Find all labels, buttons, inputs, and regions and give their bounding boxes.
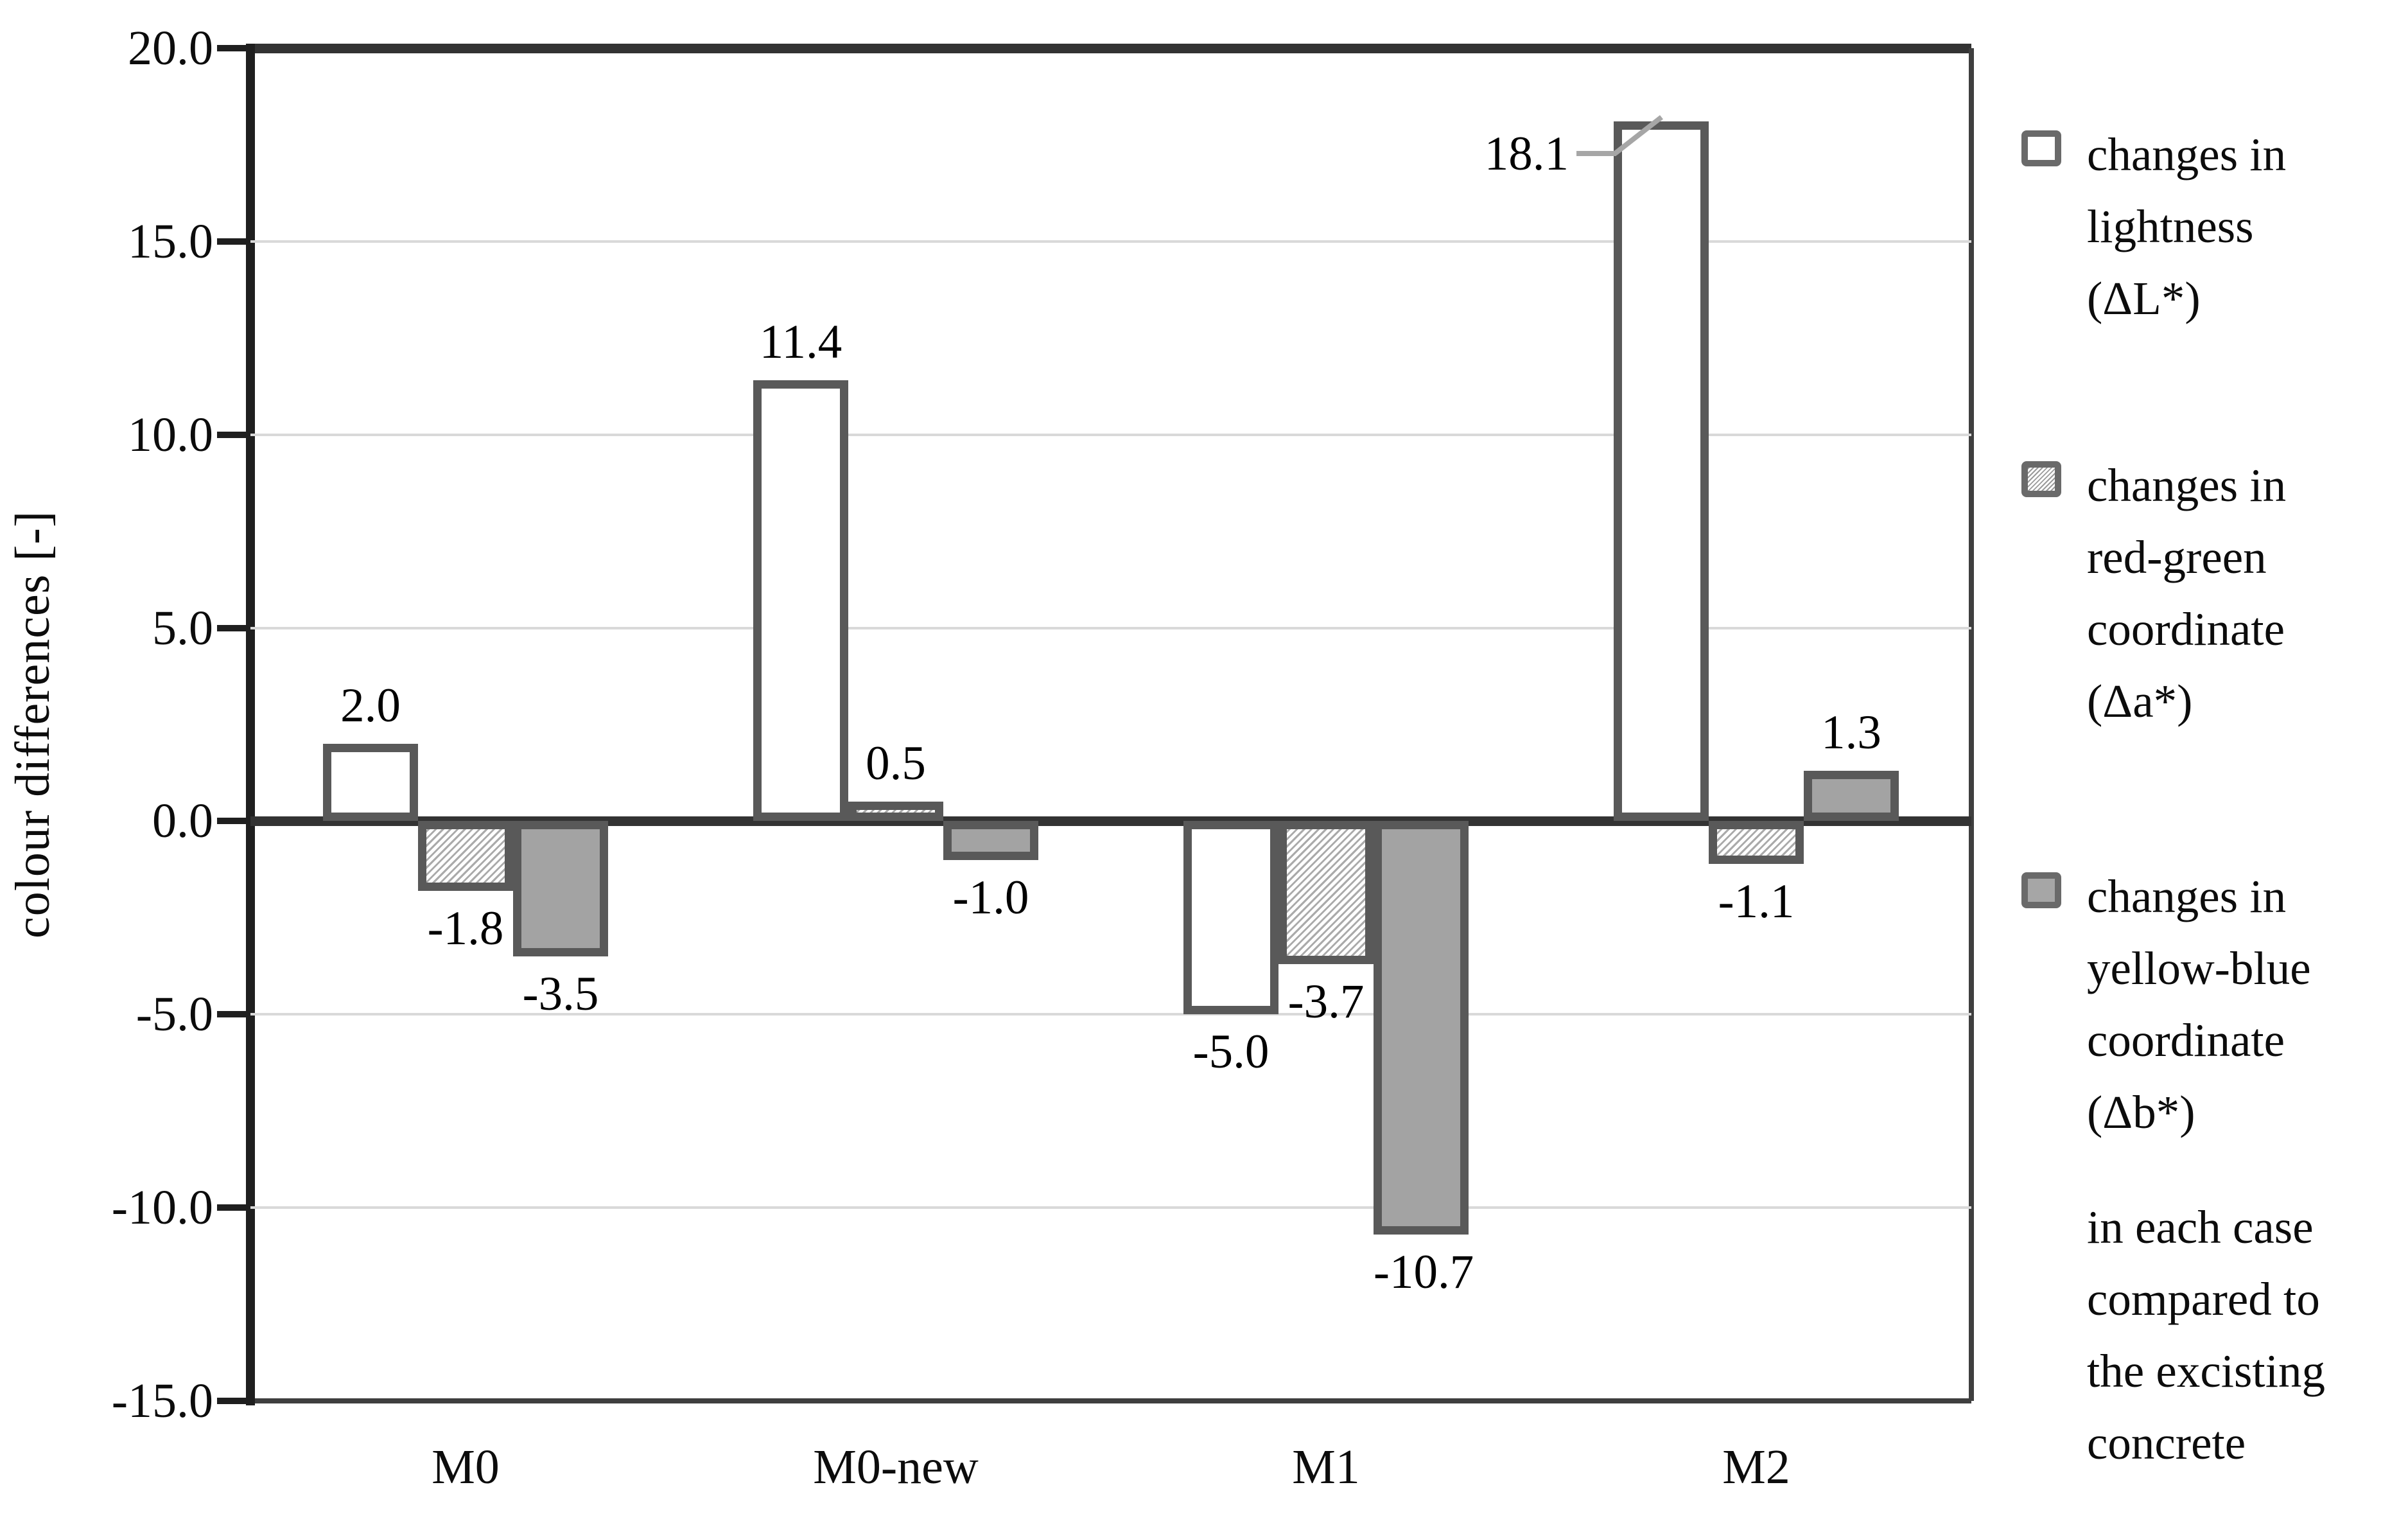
data-label-M2-series1: -1.1 xyxy=(1718,874,1795,928)
plot-area: 2.0 11.4 -5.0 18.1 -1.8 0.5 -3.7 -1.1 -3.5 -1.0 -1… xyxy=(217,44,1974,1405)
bar-M0-series0 xyxy=(323,744,418,822)
legend-item-lightness: changes in lightness (ΔL*) xyxy=(2016,119,2286,335)
y-axis-tick xyxy=(217,818,250,825)
y-axis-tick xyxy=(217,1398,250,1404)
bar-M0-new-series1 xyxy=(848,802,943,822)
plot-top-border xyxy=(250,44,1971,53)
gridline xyxy=(250,1013,1971,1016)
legend-swatch-lightness xyxy=(2021,130,2061,166)
y-tick-label: 0.0 xyxy=(152,794,213,849)
bar-M2-series0 xyxy=(1614,121,1709,822)
data-label-M0-series2: -3.5 xyxy=(522,967,599,1021)
data-label-M2-series2: 1.3 xyxy=(1821,706,1881,760)
legend-item-yellow-blue: changes in yellow-blue coordinate (Δb*) xyxy=(2016,861,2311,1148)
bar-M1-series2 xyxy=(1374,821,1469,1235)
y-axis-tick xyxy=(217,1011,250,1018)
data-label-M0-series1: -1.8 xyxy=(427,901,504,955)
gridline xyxy=(250,1206,1971,1209)
y-tick-label: 10.0 xyxy=(128,407,213,462)
bar-M2-series2 xyxy=(1804,771,1899,822)
y-axis-tick xyxy=(217,431,250,438)
x-category-label-M2: M2 xyxy=(1722,1440,1790,1494)
plot-bottom-border xyxy=(250,1398,1971,1403)
legend-note: in each case compared to the excisting c… xyxy=(2016,1191,2325,1479)
data-label-M1-series0: -5.0 xyxy=(1192,1025,1269,1079)
leader-line xyxy=(1576,151,1616,157)
gridline xyxy=(250,433,1971,436)
legend-label-red-green: changes in red-green coordinate (Δa*) xyxy=(2087,459,2287,727)
bar-M2-series1 xyxy=(1709,821,1804,864)
x-category-label-M0-new: M0-new xyxy=(813,1440,979,1494)
data-label-M1-series2: -10.7 xyxy=(1374,1245,1474,1299)
y-axis-tick xyxy=(217,624,250,631)
legend-label-yellow-blue: changes in yellow-blue coordinate (Δb*) xyxy=(2087,870,2311,1138)
y-axis-tick xyxy=(217,238,250,245)
y-axis-line xyxy=(246,44,255,1405)
y-tick-label: 20.0 xyxy=(128,21,213,75)
x-category-label-M1: M1 xyxy=(1292,1440,1360,1494)
gridline xyxy=(250,626,1971,629)
y-axis-tick xyxy=(217,45,250,51)
bar-M0-series1 xyxy=(418,821,513,891)
y-tick-label: -10.0 xyxy=(111,1181,213,1235)
plot-right-border xyxy=(1969,48,1974,1401)
x-category-label-M0: M0 xyxy=(432,1440,500,1494)
y-tick-label: -5.0 xyxy=(135,987,213,1042)
data-label-M1-series1: -3.7 xyxy=(1287,975,1365,1029)
data-label-M0-new-series2: -1.0 xyxy=(952,870,1029,924)
gridline xyxy=(250,240,1971,243)
data-label-M0-new-series1: 0.5 xyxy=(866,737,926,791)
bar-M1-series0 xyxy=(1183,821,1278,1015)
legend-item-red-green: changes in red-green coordinate (Δa*) xyxy=(2016,450,2286,737)
legend-swatch-red-green xyxy=(2021,461,2061,497)
data-label-M0-series0: 2.0 xyxy=(340,679,401,733)
bar-M0-new-series0 xyxy=(753,380,848,822)
data-label-M0-new-series0: 11.4 xyxy=(759,315,842,369)
bar-M0-new-series2 xyxy=(943,821,1038,860)
bar-M0-series2 xyxy=(513,821,608,957)
legend-note-text: in each case compared to the excisting c… xyxy=(2087,1201,2325,1469)
y-tick-label: -15.0 xyxy=(111,1374,213,1428)
y-tick-label: 15.0 xyxy=(128,214,213,268)
legend-swatch-yellow-blue xyxy=(2021,872,2061,908)
data-label-M2-series0: 18.1 xyxy=(1484,127,1569,181)
zero-line xyxy=(250,816,1971,827)
y-axis-tick xyxy=(217,1204,250,1211)
y-tick-label: 5.0 xyxy=(152,601,213,655)
legend-label-lightness: changes in lightness (ΔL*) xyxy=(2087,128,2287,324)
bar-M1-series1 xyxy=(1278,821,1374,965)
